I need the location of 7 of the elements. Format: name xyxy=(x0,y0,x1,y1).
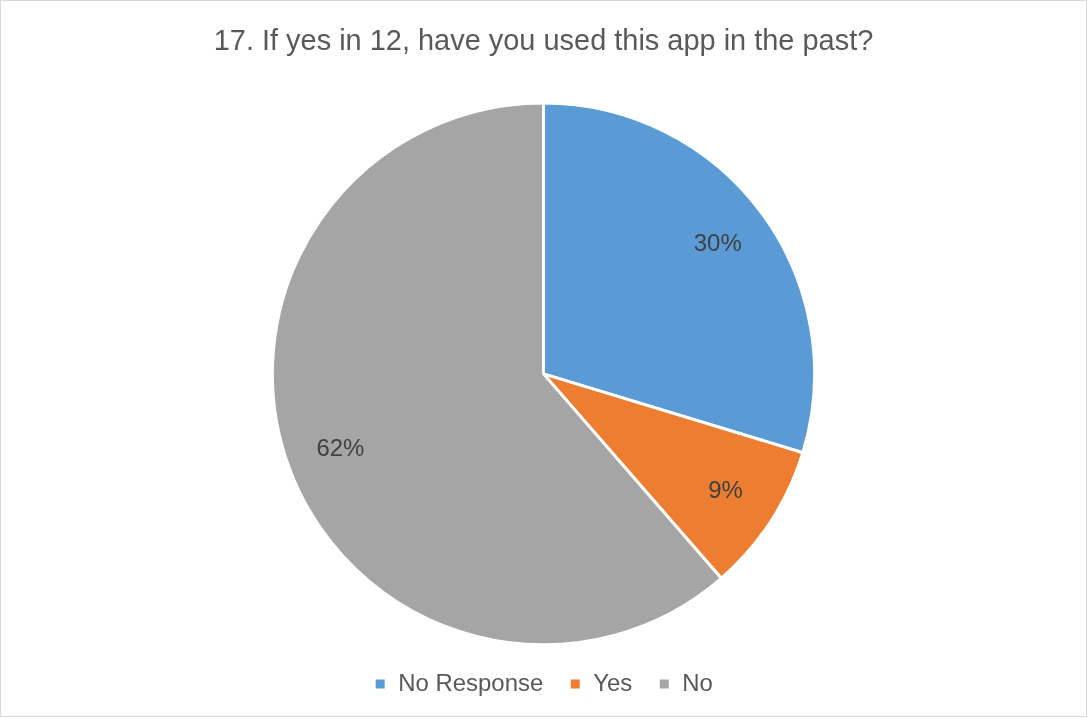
data-label: 62% xyxy=(316,434,365,462)
chart-title: 17. If yes in 12, have you used this app in the past? xyxy=(213,24,874,57)
legend-label: Yes xyxy=(593,668,633,696)
legend-label: No Response xyxy=(398,668,544,696)
legend-label: No xyxy=(682,668,713,696)
data-label: 9% xyxy=(708,476,743,504)
data-label: 30% xyxy=(693,229,742,257)
